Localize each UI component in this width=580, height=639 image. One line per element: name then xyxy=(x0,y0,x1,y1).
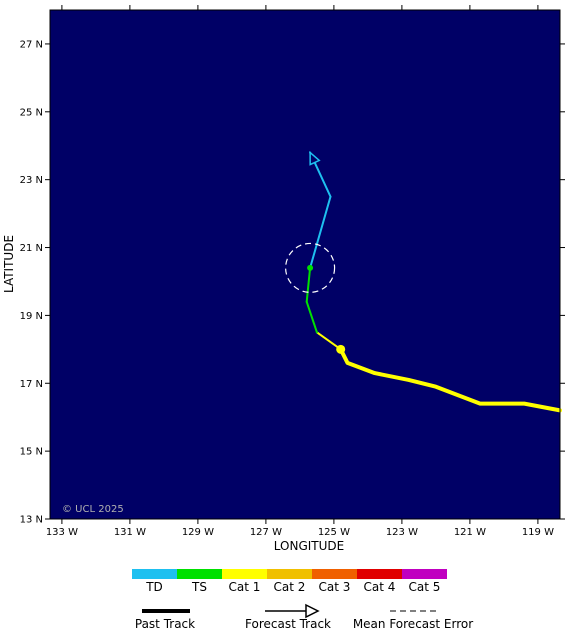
forecast-position-dot xyxy=(307,264,314,271)
legend-swatch xyxy=(357,569,402,579)
lon-tick-label: 131 W xyxy=(114,527,146,538)
legend-category-label: Cat 1 xyxy=(229,580,261,594)
lon-tick-label: 125 W xyxy=(318,527,350,538)
lat-tick-label: 27 N xyxy=(20,39,43,50)
current-position-dot xyxy=(336,344,346,354)
forecast-track-segment xyxy=(305,266,312,303)
forecast-track-label: Forecast Track xyxy=(245,617,331,631)
legend-category-label: Cat 2 xyxy=(274,580,306,594)
lon-tick-label: 133 W xyxy=(46,527,78,538)
lat-tick-label: 25 N xyxy=(20,107,43,118)
legend-category-label: Cat 4 xyxy=(364,580,396,594)
legend-category-label: Cat 5 xyxy=(409,580,441,594)
mean-forecast-error-label: Mean Forecast Error xyxy=(353,617,473,631)
ocean-plot-area xyxy=(50,10,560,519)
forecast-arrow-icon xyxy=(309,150,321,166)
legend-swatch xyxy=(402,569,447,579)
x-axis-title: LONGITUDE xyxy=(274,539,344,553)
plot-frame xyxy=(49,9,561,520)
forecast-track-segment xyxy=(305,300,318,334)
past-track-label: Past Track xyxy=(135,617,195,631)
lat-tick-label: 19 N xyxy=(20,311,43,322)
lon-tick-label: 129 W xyxy=(182,527,214,538)
legend-swatch xyxy=(222,569,267,579)
forecast-arrow-icon xyxy=(305,603,320,619)
forecast-track-segment xyxy=(309,195,332,269)
legend-swatch xyxy=(177,569,222,579)
legend-category-label: TD xyxy=(145,580,163,594)
legend-category-label: Cat 3 xyxy=(319,580,351,594)
lon-tick-label: 121 W xyxy=(454,527,486,538)
legend-swatch xyxy=(312,569,357,579)
legend-category-label: TS xyxy=(191,580,207,594)
legend-swatch xyxy=(132,569,177,579)
lon-tick-label: 119 W xyxy=(522,527,554,538)
legend-swatch xyxy=(267,569,312,579)
y-axis-title: LATITUDE xyxy=(2,235,16,293)
lat-tick-label: 15 N xyxy=(20,447,43,458)
legend: TD TS Cat 1 Cat 2 Cat 3 Cat 4 Cat 5 xyxy=(132,569,447,594)
lon-tick-label: 127 W xyxy=(250,527,282,538)
lat-tick-label: 17 N xyxy=(20,379,43,390)
lat-tick-label: 23 N xyxy=(20,175,43,186)
lon-tick-label: 123 W xyxy=(386,527,418,538)
mean-forecast-error-circle xyxy=(285,242,336,293)
legend-line-samples xyxy=(142,603,437,619)
past-track xyxy=(338,347,562,413)
forecast-track-segment xyxy=(315,331,342,351)
track-layer xyxy=(285,150,562,413)
lat-tick-label: 13 N xyxy=(20,515,43,526)
copyright-text: © UCL 2025 xyxy=(62,504,124,515)
lat-tick-label: 21 N xyxy=(20,243,43,254)
